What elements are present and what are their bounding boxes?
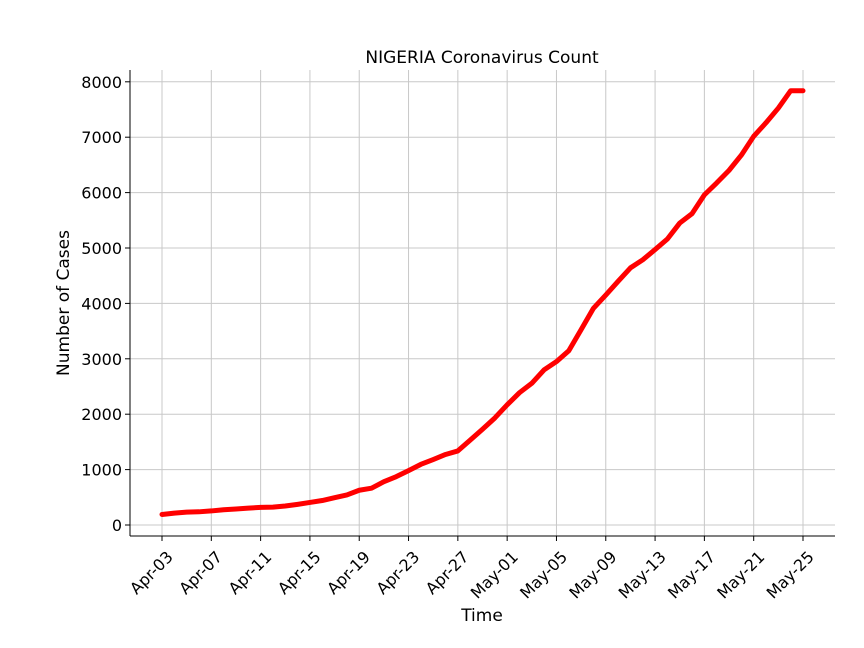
x-tick-label: May-01 bbox=[467, 547, 522, 602]
y-tick-label: 8000 bbox=[81, 73, 122, 92]
x-tick-label: Apr-23 bbox=[373, 547, 424, 598]
x-axis-ticks: Apr-03Apr-07Apr-11Apr-15Apr-19Apr-23Apr-… bbox=[126, 536, 818, 602]
x-tick-label: Apr-03 bbox=[126, 547, 177, 598]
y-tick-label: 2000 bbox=[81, 405, 122, 424]
x-tick-label: May-09 bbox=[565, 547, 620, 602]
series-line-0 bbox=[159, 88, 806, 517]
x-tick-label: May-13 bbox=[615, 547, 670, 602]
y-tick-label: 3000 bbox=[81, 350, 122, 369]
y-tick-label: 4000 bbox=[81, 294, 122, 313]
x-tick-label: May-17 bbox=[664, 547, 719, 602]
x-tick-label: Apr-15 bbox=[274, 547, 325, 598]
chart-title: NIGERIA Coronavirus Count bbox=[365, 48, 599, 68]
y-tick-label: 0 bbox=[112, 516, 122, 535]
x-tick-label: Apr-27 bbox=[422, 547, 473, 598]
x-tick-label: Apr-07 bbox=[175, 547, 226, 598]
x-tick-label: Apr-19 bbox=[323, 547, 374, 598]
x-tick-label: Apr-11 bbox=[225, 547, 276, 598]
x-tick-label: May-25 bbox=[763, 547, 818, 602]
x-tick-label: May-05 bbox=[516, 547, 571, 602]
y-tick-label: 7000 bbox=[81, 128, 122, 147]
x-axis-title: Time bbox=[460, 606, 503, 626]
y-axis-title: Number of Cases bbox=[54, 230, 74, 376]
y-tick-label: 5000 bbox=[81, 239, 122, 258]
series-layer bbox=[159, 88, 806, 517]
y-tick-label: 1000 bbox=[81, 461, 122, 480]
x-tick-label: May-21 bbox=[713, 547, 768, 602]
y-axis-ticks: 0 1000 2000 3000 4000 5000 6000 7000 8000 bbox=[81, 73, 130, 535]
y-grid-lines bbox=[130, 81, 835, 526]
y-tick-label: 6000 bbox=[81, 184, 122, 203]
